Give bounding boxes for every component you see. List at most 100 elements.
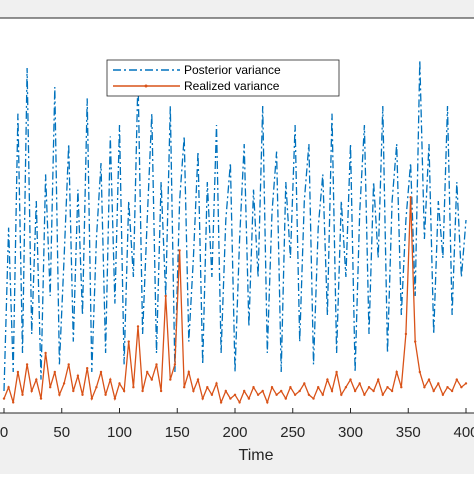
realized-variance-point bbox=[381, 393, 384, 396]
realized-variance-point bbox=[215, 382, 218, 385]
realized-variance-point bbox=[58, 393, 61, 396]
legend-label-realized: Realized variance bbox=[184, 79, 280, 93]
realized-variance-point bbox=[7, 386, 10, 389]
x-tick-label: 100 bbox=[107, 424, 132, 441]
realized-variance-point bbox=[464, 382, 468, 385]
realized-variance-point bbox=[113, 397, 117, 400]
realized-variance-point bbox=[169, 378, 172, 381]
realized-variance-point bbox=[409, 196, 412, 199]
realized-variance-point bbox=[247, 397, 251, 400]
realized-variance-point bbox=[340, 393, 343, 396]
realized-variance-point bbox=[330, 389, 334, 393]
realized-variance-point bbox=[76, 374, 80, 377]
realized-variance-point bbox=[377, 378, 380, 381]
x-tick-label: 50 bbox=[53, 424, 70, 441]
realized-variance-point bbox=[192, 389, 195, 393]
realized-variance-point bbox=[159, 389, 163, 393]
realized-variance-point bbox=[252, 386, 255, 389]
realized-variance-point bbox=[243, 389, 246, 393]
realized-variance-point bbox=[317, 386, 320, 389]
realized-variance-point bbox=[344, 386, 348, 389]
realized-variance-point bbox=[12, 401, 15, 404]
realized-variance-point bbox=[390, 389, 394, 393]
realized-variance-point bbox=[183, 386, 186, 389]
realized-variance-point bbox=[386, 386, 389, 389]
realized-variance-point bbox=[303, 382, 306, 385]
x-tick-label: 0 bbox=[0, 424, 8, 441]
realized-variance-point bbox=[233, 393, 237, 396]
x-tick-label: 350 bbox=[396, 424, 421, 441]
realized-variance-point bbox=[173, 363, 177, 366]
realized-variance-point bbox=[155, 363, 158, 366]
legend-marker-realized bbox=[144, 84, 148, 88]
x-tick-label: 400 bbox=[453, 424, 474, 441]
realized-variance-point bbox=[270, 386, 274, 389]
x-tick-label: 200 bbox=[222, 424, 247, 441]
realized-variance-point bbox=[16, 370, 20, 374]
realized-variance-point bbox=[49, 386, 52, 389]
realized-variance-point bbox=[206, 386, 209, 389]
realized-variance-point bbox=[298, 389, 301, 393]
realized-variance-point bbox=[307, 393, 311, 396]
realized-variance-point bbox=[353, 389, 357, 393]
legend-label-posterior: Posterior variance bbox=[184, 63, 281, 77]
realized-variance-point bbox=[335, 370, 338, 374]
realized-variance-point bbox=[132, 386, 135, 389]
realized-variance-point bbox=[141, 389, 144, 393]
realized-variance-point bbox=[363, 393, 366, 396]
realized-variance-point bbox=[275, 393, 278, 396]
realized-variance-point bbox=[367, 386, 371, 389]
realized-variance-point bbox=[395, 370, 398, 374]
realized-variance-point bbox=[150, 378, 153, 381]
realized-variance-point bbox=[437, 382, 440, 385]
realized-variance-point bbox=[427, 378, 431, 381]
realized-variance-point bbox=[321, 393, 324, 396]
series-line-posterior-variance bbox=[3, 60, 467, 392]
realized-variance-point bbox=[238, 401, 241, 404]
realized-variance-point bbox=[35, 378, 38, 381]
realized-variance-point bbox=[261, 389, 264, 393]
ticks-layer: 0 50 100 150 200 250 300 350 400 bbox=[0, 408, 474, 441]
realized-variance-point bbox=[62, 382, 66, 385]
realized-variance-point bbox=[72, 389, 75, 393]
realized-variance-point bbox=[104, 393, 107, 396]
realized-variance-point bbox=[455, 378, 458, 381]
realized-variance-point bbox=[25, 363, 29, 366]
realized-variance-point bbox=[280, 389, 283, 393]
realized-variance-point bbox=[201, 397, 204, 400]
realized-variance-point bbox=[284, 397, 287, 400]
realized-variance-point bbox=[30, 389, 33, 393]
realized-variance-point bbox=[178, 249, 181, 252]
realized-variance-point bbox=[312, 397, 315, 400]
realized-variance-point bbox=[44, 351, 47, 355]
realized-variance-point bbox=[219, 401, 223, 404]
realized-variance-point bbox=[95, 386, 98, 389]
realized-variance-point bbox=[109, 378, 112, 381]
realized-variance-point bbox=[256, 393, 260, 396]
legend: Posterior variance Realized variance bbox=[106, 59, 340, 97]
realized-variance-point bbox=[326, 378, 329, 381]
x-axis-title: Time bbox=[239, 447, 274, 464]
realized-variance-point bbox=[99, 370, 103, 374]
realized-variance-point bbox=[423, 386, 426, 389]
realized-variance-point bbox=[441, 393, 445, 396]
realized-variance-point bbox=[229, 397, 232, 400]
realized-variance-point bbox=[187, 370, 190, 374]
realized-variance-point bbox=[372, 389, 375, 393]
realized-variance-point bbox=[446, 386, 449, 389]
realized-variance-point bbox=[164, 294, 167, 298]
realized-variance-point bbox=[414, 340, 417, 343]
realized-variance-point bbox=[67, 363, 70, 366]
realized-variance-point bbox=[122, 389, 126, 393]
realized-variance-point bbox=[81, 393, 84, 396]
realized-variance-point bbox=[400, 386, 403, 389]
realized-variance-point bbox=[90, 397, 94, 400]
realized-variance-point bbox=[127, 340, 130, 343]
realized-variance-point bbox=[460, 386, 463, 389]
realized-variance-point bbox=[2, 397, 6, 400]
realized-variance-point bbox=[404, 332, 408, 336]
realized-variance-point bbox=[86, 367, 89, 370]
realized-variance-point bbox=[432, 389, 435, 393]
